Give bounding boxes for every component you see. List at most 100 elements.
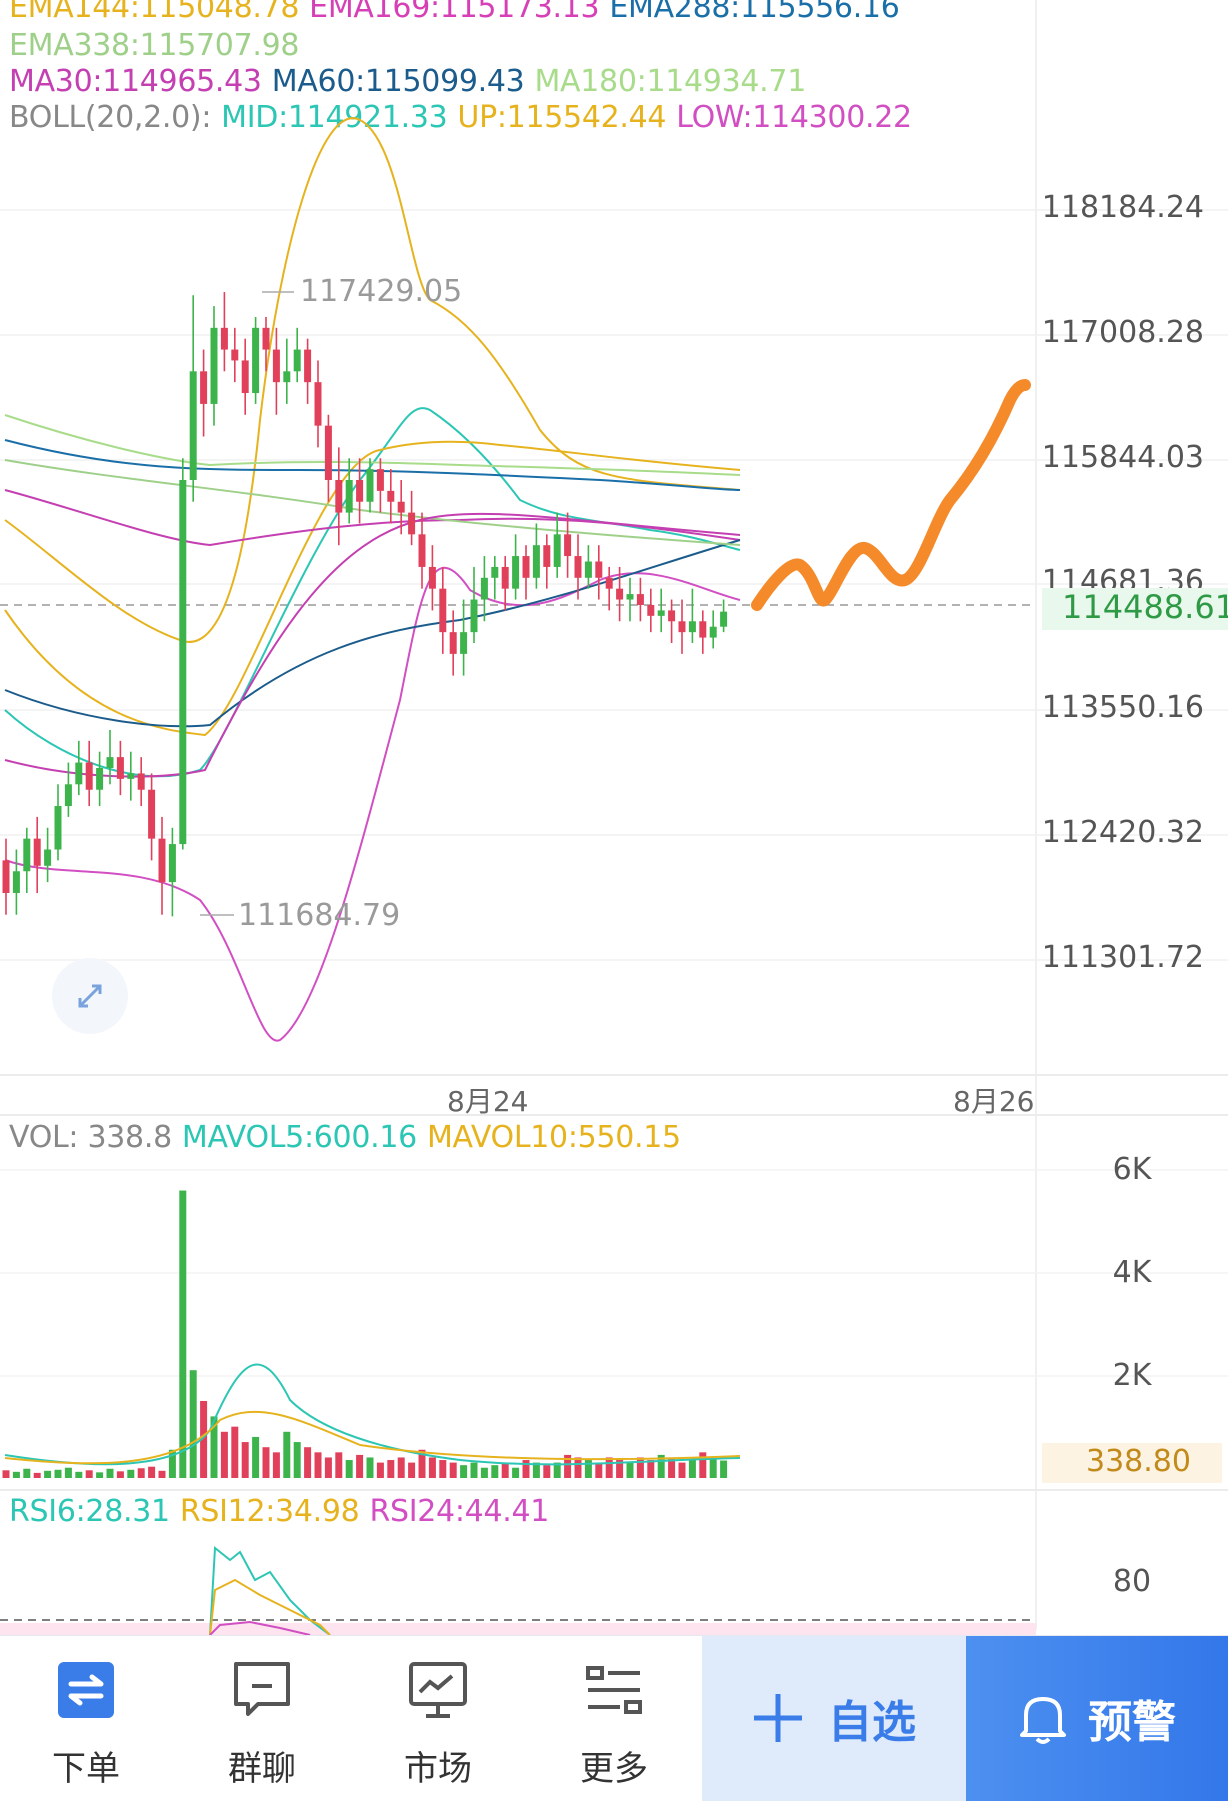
candle-body (480, 577, 488, 600)
candle-body (532, 545, 540, 578)
indicator-curve (4, 439, 741, 491)
volume-bar (449, 1462, 457, 1478)
candle-body (460, 632, 468, 654)
volume-bar (522, 1460, 530, 1478)
candle-body (106, 757, 114, 768)
volume-bar (460, 1465, 468, 1478)
candle-body (408, 512, 416, 535)
expand-icon[interactable] (52, 958, 128, 1034)
volume-bar (616, 1460, 624, 1478)
candle-body (23, 838, 31, 872)
ema-legend-row-2: EMA338:115707.98 (9, 28, 309, 63)
ema-legend-item-2: EMA288:115556.16 (609, 0, 900, 25)
volume-bar (272, 1452, 280, 1478)
rsi-legend-item-2: RSI24:44.41 (369, 1494, 550, 1529)
volume-bar (210, 1416, 218, 1478)
volume-bar (168, 1449, 176, 1478)
nav-order[interactable]: 下单 (11, 1636, 161, 1801)
candle-body (96, 767, 104, 790)
alert-button[interactable]: 预警 (966, 1636, 1228, 1801)
more-icon (586, 1666, 642, 1714)
price-axis-label: 115844.03 (1041, 440, 1204, 475)
candle-body (512, 556, 520, 589)
volume-bar (137, 1468, 145, 1478)
candle-body (605, 577, 613, 589)
volume-bar (324, 1457, 332, 1478)
candle-body (283, 371, 291, 383)
ma-legend-item-1: MA60:115099.43 (271, 64, 525, 99)
candle-body (491, 566, 499, 578)
volume-bar (512, 1467, 520, 1478)
volume-bar (2, 1470, 10, 1478)
volume-bar (668, 1457, 676, 1478)
candle-body (272, 349, 280, 383)
candle-body (584, 561, 592, 578)
ema-legend-item-1: EMA169:115173.13 (309, 0, 600, 25)
candle-body (397, 501, 405, 513)
candle-body (200, 371, 208, 404)
nav-more-label: 更多 (580, 1749, 648, 1789)
indicator-curve (4, 539, 741, 728)
volume-bar (148, 1466, 156, 1478)
candle-body (657, 610, 665, 616)
volume-bar (189, 1370, 197, 1478)
volume-bar (54, 1469, 62, 1478)
candle-body (148, 789, 156, 839)
candle-body (543, 545, 551, 567)
rsi24-line (209, 1620, 311, 1635)
volume-bar (96, 1472, 104, 1478)
rsi6-line (209, 1546, 331, 1635)
candle-body (75, 762, 83, 785)
volume-bar (553, 1462, 561, 1478)
volume-bar (543, 1465, 551, 1478)
nav-market[interactable]: 市场 (363, 1636, 513, 1801)
boll-legend-row: BOLL(20,2.0): MID:114921.33 UP:115542.44 LO… (9, 100, 922, 135)
nav-chat-label: 群聊 (228, 1749, 296, 1789)
volume-bar (158, 1470, 166, 1478)
volume-bar (64, 1467, 72, 1478)
candle-body (678, 621, 686, 633)
volume-bar (252, 1436, 260, 1478)
candlestick-chart[interactable] (0, 0, 1228, 1635)
ma-legend-row: MA30:114965.43 MA60:115099.43 MA180:114934… (9, 64, 816, 99)
volume-bar (709, 1457, 717, 1478)
candle-body (293, 349, 301, 372)
volume-current-tag (1042, 1443, 1222, 1483)
rsi-overbought-zone (0, 1623, 1036, 1635)
price-axis-label: 112420.32 (1041, 815, 1204, 850)
volume-bar (304, 1447, 312, 1478)
candle-body (252, 327, 260, 394)
volume-bar (345, 1460, 353, 1478)
candle-body (64, 784, 72, 807)
volume-bar (220, 1431, 228, 1478)
candle-body (324, 425, 332, 480)
candle-body (553, 534, 561, 567)
candle-body (376, 469, 384, 491)
volume-bar (387, 1460, 395, 1478)
volume-bar (179, 1190, 187, 1478)
candle-body (44, 849, 52, 866)
volume-bar (241, 1442, 249, 1478)
add-watchlist-button[interactable]: 自选 (702, 1636, 966, 1801)
candle-body (522, 556, 530, 578)
nav-more[interactable]: 更多 (539, 1636, 689, 1801)
candle-body (616, 588, 624, 600)
rsi-legend-item-0: RSI6:28.31 (9, 1494, 170, 1529)
volume-legend: VOL: 338.8 MAVOL5:600.16 MAVOL10:550.15 (9, 1120, 691, 1155)
price-axis-label: 117008.28 (1041, 315, 1204, 350)
volume-bar (574, 1457, 582, 1478)
volume-bar (366, 1457, 374, 1478)
candle-body (127, 773, 135, 779)
volume-current-label: 338.80 (1086, 1444, 1191, 1479)
candle-body (189, 371, 197, 480)
volume-bar (200, 1401, 208, 1478)
nav-chat[interactable]: 群聊 (187, 1636, 337, 1801)
volume-bar (564, 1454, 572, 1478)
projection-arrow-annotation (751, 379, 1031, 611)
high-marker-label: 117429.05 (300, 274, 463, 309)
volume-bar (688, 1460, 696, 1478)
indicator-curve (4, 414, 741, 476)
candle-body (262, 327, 270, 350)
mavol5-line (4, 1363, 741, 1466)
candle-body (116, 757, 124, 779)
